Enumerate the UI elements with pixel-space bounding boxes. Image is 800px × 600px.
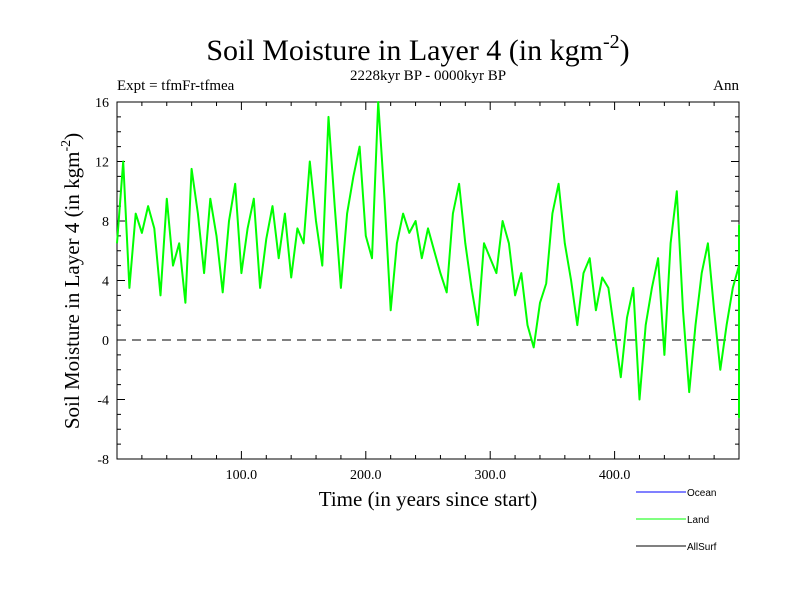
series-group bbox=[116, 101, 740, 419]
plot-area: 100.0 200.0 300.0 400.0 -8 -4 0 4 8 12 16 bbox=[95, 96, 740, 483]
x-tick-label: 100.0 bbox=[226, 468, 258, 483]
y-axis-label-main: Soil Moisture in Layer 4 (in kgm bbox=[60, 152, 84, 430]
x-tick-label: 200.0 bbox=[350, 468, 382, 483]
y-axis-label-close: ) bbox=[60, 133, 84, 140]
chart-title-close: ) bbox=[620, 34, 630, 67]
y-axis: -8 -4 0 4 8 12 16 bbox=[95, 96, 739, 468]
y-tick-label: 0 bbox=[102, 334, 109, 349]
chart-title-main: Soil Moisture in Layer 4 (in kgm bbox=[206, 34, 603, 67]
legend-label-land: Land bbox=[687, 515, 709, 526]
legend-label-allsurf: AllSurf bbox=[687, 542, 717, 553]
series-line-land bbox=[116, 101, 740, 419]
y-axis-label: Soil Moisture in Layer 4 (in kgm-2) bbox=[59, 133, 84, 429]
season-label: Ann bbox=[713, 78, 739, 94]
legend-label-ocean: Ocean bbox=[687, 488, 716, 499]
chart-subtitle: 2228kyr BP - 0000kyr BP bbox=[350, 68, 506, 84]
plot-frame bbox=[116, 101, 740, 460]
x-tick-label: 400.0 bbox=[599, 468, 631, 483]
legend: Ocean Land AllSurf bbox=[636, 488, 717, 553]
chart-title: Soil Moisture in Layer 4 (in kgm-2) bbox=[206, 31, 629, 67]
y-axis-label-exponent: -2 bbox=[59, 140, 74, 152]
y-tick-label: -4 bbox=[97, 394, 109, 409]
y-tick-label: 4 bbox=[102, 275, 109, 290]
x-tick-label: 300.0 bbox=[474, 468, 506, 483]
x-axis: 100.0 200.0 300.0 400.0 bbox=[141, 102, 715, 483]
experiment-label: Expt = tfmFr-tfmea bbox=[117, 78, 235, 94]
y-tick-label: 16 bbox=[95, 96, 109, 111]
y-tick-label: 12 bbox=[95, 156, 109, 171]
x-axis-label: Time (in years since start) bbox=[319, 487, 538, 511]
y-tick-label: -8 bbox=[97, 453, 109, 468]
chart-title-exponent: -2 bbox=[603, 31, 620, 53]
y-tick-label: 8 bbox=[102, 215, 109, 230]
